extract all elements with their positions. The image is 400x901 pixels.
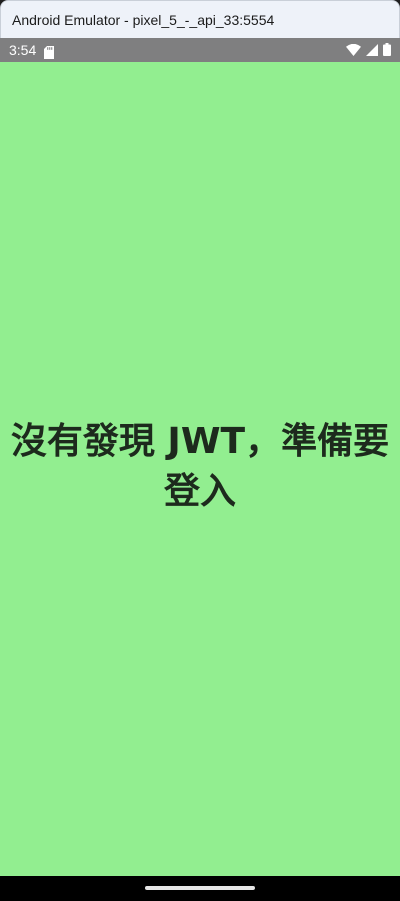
- app-screen: 沒有發現 JWT，準備要登入: [0, 62, 400, 876]
- cellular-signal-icon: [366, 41, 378, 60]
- jwt-status-message: 沒有發現 JWT，準備要登入: [10, 421, 390, 512]
- window-title: Android Emulator - pixel_5_-_api_33:5554: [12, 11, 275, 28]
- navigation-bar: [0, 876, 400, 901]
- status-icons: [346, 41, 391, 60]
- sd-card-icon: [44, 44, 55, 59]
- window-titlebar[interactable]: Android Emulator - pixel_5_-_api_33:5554: [0, 0, 400, 38]
- status-time: 3:54: [9, 42, 37, 58]
- android-status-bar: 3:54: [0, 38, 400, 62]
- gesture-nav-handle[interactable]: [145, 886, 255, 890]
- battery-icon: [383, 41, 391, 60]
- wifi-icon: [346, 41, 361, 60]
